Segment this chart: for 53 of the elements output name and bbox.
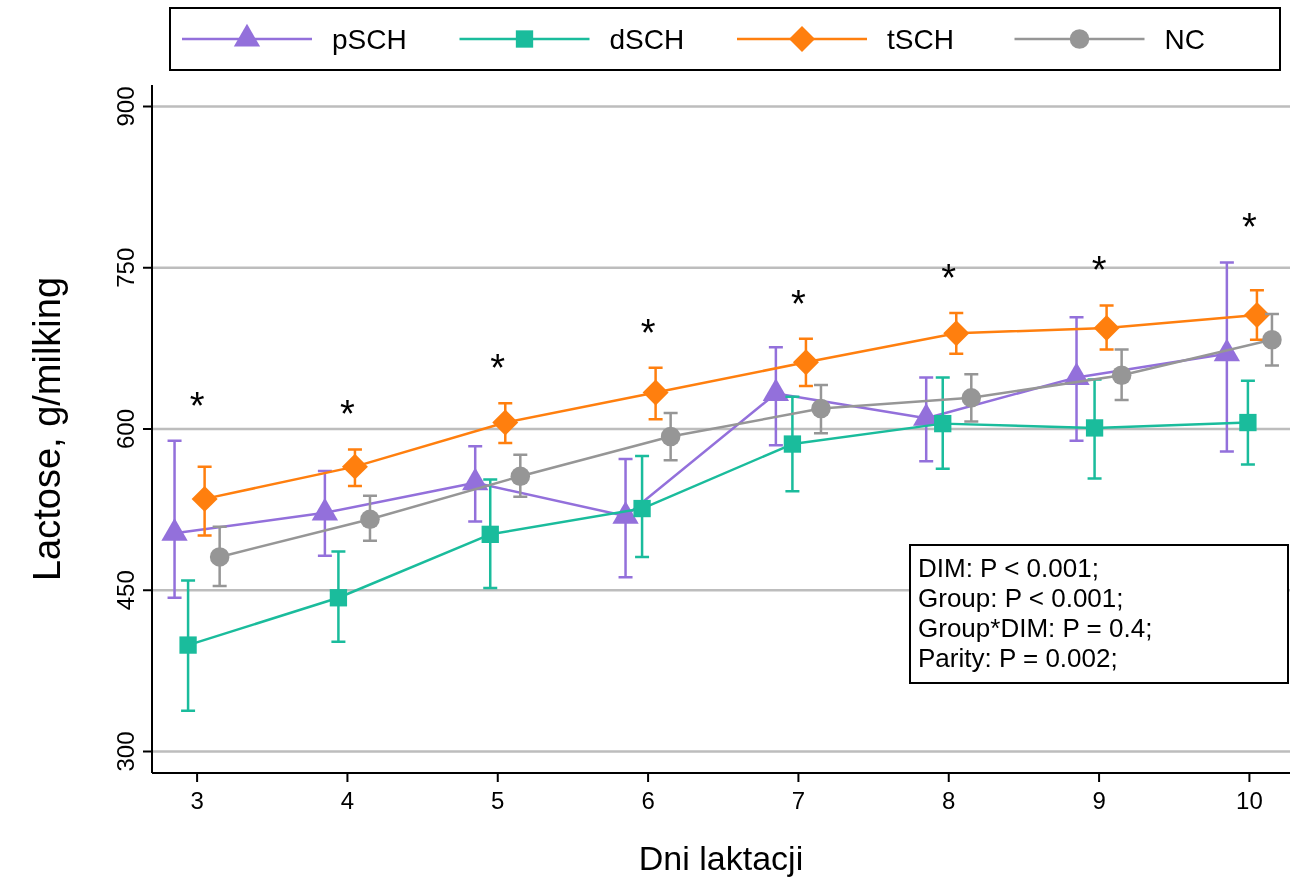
point: [510, 466, 531, 487]
point: [642, 379, 669, 406]
point: [633, 499, 651, 518]
point: [1239, 413, 1257, 432]
x-tick-label: 6: [641, 787, 655, 814]
x-tick-label: 4: [340, 787, 355, 814]
x-tick-label: 3: [190, 787, 204, 814]
annotation: *: [640, 311, 656, 354]
legend-label: pSCH: [332, 24, 407, 55]
annotation: *: [490, 347, 506, 390]
x-tick-label: 8: [942, 787, 956, 814]
point: [179, 636, 197, 654]
point: [943, 320, 970, 347]
point: [191, 485, 218, 512]
point: [792, 349, 819, 376]
point: [481, 525, 499, 544]
point: [341, 453, 368, 480]
point: [329, 589, 348, 607]
x-tick-label: 10: [1236, 787, 1263, 814]
point: [811, 398, 831, 419]
y-tick-label: 300: [112, 731, 139, 772]
y-axis-title: Lactose, g/milking: [26, 276, 68, 582]
y-tick-label: 600: [112, 408, 139, 450]
annotation: DIM: P < 0.001; Group: P < 0.001; Group*DIM: P = 0.4; Parity: P = 0.002;: [918, 553, 1153, 673]
x-axis-title: Dni laktacji: [638, 839, 804, 877]
legend-label: tSCH: [887, 24, 954, 55]
point: [492, 409, 519, 436]
point: [360, 509, 380, 530]
legend-label: NC: [1164, 24, 1205, 55]
annotation: *: [941, 256, 957, 299]
y-tick-label: 900: [112, 86, 139, 127]
point: [209, 547, 230, 567]
point: [1262, 330, 1282, 350]
annotation: *: [791, 282, 807, 325]
x-tick-label: 7: [791, 787, 806, 814]
legend-label: dSCH: [609, 24, 685, 55]
point: [1111, 365, 1132, 385]
point: [1085, 419, 1104, 437]
annotation: *: [340, 393, 356, 436]
y-tick-label: 750: [112, 247, 139, 288]
x-tick-label: 5: [491, 787, 505, 814]
point: [660, 426, 681, 447]
annotation: *: [189, 384, 205, 427]
point: [1093, 314, 1120, 341]
x-tick-label: 9: [1092, 787, 1106, 814]
annotation: *: [1242, 206, 1258, 249]
annotation: *: [1091, 249, 1107, 292]
point: [783, 435, 802, 453]
point: [1243, 302, 1270, 329]
y-tick-label: 450: [112, 570, 139, 611]
point: [961, 388, 982, 408]
point: [934, 414, 952, 433]
note-box: DIM: P < 0.001; Group: P < 0.001; Group*DIM: P = 0.4; Parity: P = 0.002;: [909, 544, 1289, 684]
